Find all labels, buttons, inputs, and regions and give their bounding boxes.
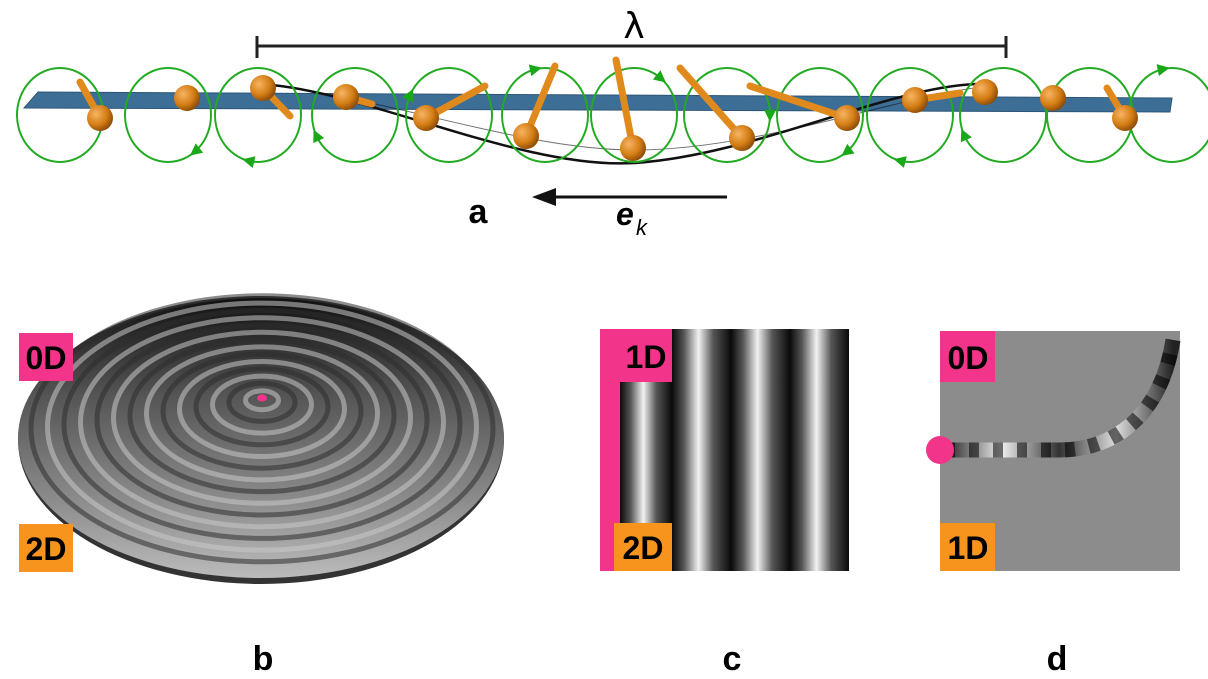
ripple-ring [94, 322, 430, 518]
spin-cone-icon [1040, 85, 1066, 111]
precession-circle-icon [1128, 67, 1208, 163]
spin-cone-icon [972, 79, 998, 105]
precession-arrow-icon [242, 156, 256, 168]
stripe-1 [672, 329, 731, 571]
panel-c-label: c [723, 640, 742, 678]
precession-arrow-icon [313, 129, 325, 144]
panel-b: 0D 2D b [18, 293, 504, 678]
ripple-ring [28, 293, 496, 565]
precession-circle-icon [590, 67, 678, 163]
panel-d-label: d [1047, 640, 1068, 678]
spin-cone-icon [612, 56, 646, 161]
panel-c: 1D 2D c [600, 329, 849, 678]
ripple-ring [78, 315, 446, 530]
tag-2d [614, 523, 672, 571]
spin-cone-icon [174, 85, 200, 111]
precession-arrow-icon [1156, 64, 1170, 76]
panel-a: λ e k a [16, 6, 1208, 240]
spin-cone-icon [676, 64, 755, 151]
tag-0d-text: 0D [948, 340, 989, 376]
precession-arrow-icon [652, 70, 666, 83]
tag-0d [19, 333, 73, 381]
tag-2d-text: 2D [623, 530, 664, 566]
spin-cone-icon [1103, 84, 1138, 131]
ripple-ring [127, 337, 397, 495]
stripe-3 [790, 329, 849, 571]
tag-0d [940, 331, 995, 382]
precession-circles [16, 64, 1208, 168]
tag-2d-text: 2D [26, 531, 67, 567]
propagation-vector-label: e [616, 196, 634, 232]
panel-b-label: b [253, 640, 274, 678]
vortex-core-dot [257, 394, 267, 402]
precession-circle-icon [311, 67, 399, 163]
ripple-ring [160, 351, 364, 471]
tag-2d [19, 524, 73, 572]
tag-1d [940, 523, 995, 571]
domain-wall-pattern [945, 338, 1181, 458]
ripple-ring [61, 307, 463, 541]
spin-cone-icon [513, 62, 559, 149]
ripple-ring [111, 329, 413, 506]
ripple-ring [177, 359, 347, 459]
spin-chain [76, 56, 1138, 161]
propagation-vector-subscript: k [636, 215, 648, 240]
ripple-ring [193, 366, 331, 448]
tag-0d-text: 0D [26, 340, 67, 376]
ripple-ring [210, 373, 314, 436]
precession-circle-icon [124, 67, 212, 163]
precession-arrow-icon [893, 156, 907, 168]
precession-circle-icon [501, 67, 589, 163]
precession-circle-icon [866, 67, 954, 163]
precession-arrow-icon [528, 64, 542, 77]
precession-circle-icon [214, 67, 302, 163]
spin-cone-icon [413, 82, 489, 131]
wavelength-bracket [255, 36, 1008, 58]
spin-cone-icon [250, 75, 294, 120]
precession-arrow-icon [841, 143, 855, 156]
precession-circle-icon [405, 67, 493, 163]
precession-circle-icon [776, 67, 864, 163]
precession-arrow-icon [402, 88, 414, 103]
spin-cone-icon [76, 78, 113, 131]
ripple-rings [28, 293, 496, 565]
ripple-ring [226, 380, 298, 424]
panel-d: 0D 1D d [926, 331, 1181, 678]
precession-arrow-icon [960, 128, 972, 143]
spin-cone-icon [333, 84, 376, 110]
precession-arrow-icon [190, 143, 204, 156]
ripple-ring [144, 344, 380, 483]
stripe-2 [731, 329, 790, 571]
precession-circle-icon [959, 67, 1047, 163]
ripple-ring [45, 300, 479, 553]
domain-wall-bar [600, 329, 620, 571]
propagation-arrow [532, 188, 727, 206]
wavelength-symbol: λ [623, 6, 644, 47]
tag-1d-text: 1D [626, 339, 667, 375]
ripple-ring [243, 388, 281, 413]
precession-arrow-icon [764, 109, 777, 122]
vortex-core-dot [926, 436, 954, 464]
panel-a-label: a [469, 193, 489, 231]
spin-cone-icon [746, 82, 860, 131]
tag-1d-text: 1D [948, 530, 989, 566]
tag-1d [620, 329, 672, 382]
spin-cone-icon [902, 87, 964, 113]
